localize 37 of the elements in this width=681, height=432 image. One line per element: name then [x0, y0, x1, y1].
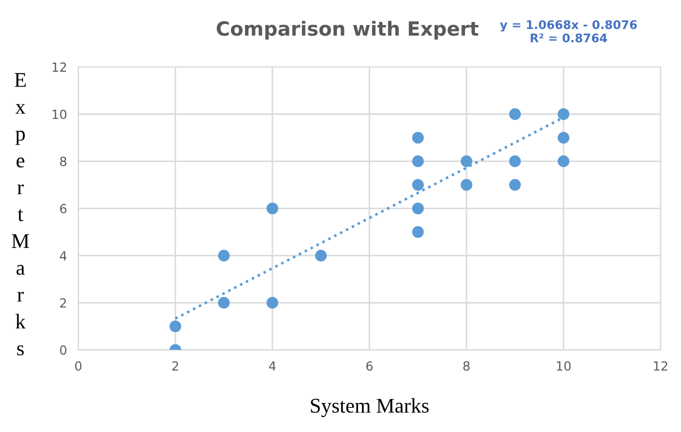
y-tick-label: 12 — [52, 62, 66, 72]
point — [412, 226, 424, 238]
point — [412, 132, 424, 144]
y-tick-label: 8 — [60, 156, 66, 166]
point — [509, 108, 521, 120]
y-tick-label: 10 — [52, 110, 66, 120]
y-tick-label: 0 — [60, 345, 66, 355]
y-tick-label: 2 — [60, 298, 66, 308]
x-axis-title: System Marks — [310, 398, 429, 418]
x-tick-label: 12 — [654, 361, 668, 371]
point — [509, 179, 521, 191]
y-tick-label: 4 — [60, 251, 67, 260]
chart-title: Comparison with Expert — [216, 20, 478, 40]
text: Expert Marks — [12, 73, 30, 356]
point — [558, 155, 570, 168]
point — [558, 132, 570, 144]
point — [218, 296, 230, 309]
point — [460, 155, 472, 168]
x-tick-label: 6 — [366, 361, 373, 371]
x-tick-label: 0 — [75, 361, 82, 371]
point — [412, 155, 424, 168]
point — [412, 202, 424, 214]
point — [266, 202, 278, 214]
point — [412, 179, 424, 191]
point — [558, 108, 570, 120]
text: y = 1.0668x - 0.8076 R² = 0.8764 — [500, 20, 637, 42]
point — [218, 250, 230, 262]
point — [170, 320, 182, 332]
x-tick-label: 2 — [172, 361, 178, 371]
point — [509, 155, 521, 168]
x-tick-label: 4 — [269, 361, 276, 371]
x-tick-label: 10 — [556, 361, 571, 371]
point — [266, 296, 278, 309]
y-tick-label: 6 — [60, 204, 66, 214]
point — [315, 250, 327, 262]
point — [460, 179, 472, 191]
x-tick-label: 8 — [463, 361, 470, 371]
